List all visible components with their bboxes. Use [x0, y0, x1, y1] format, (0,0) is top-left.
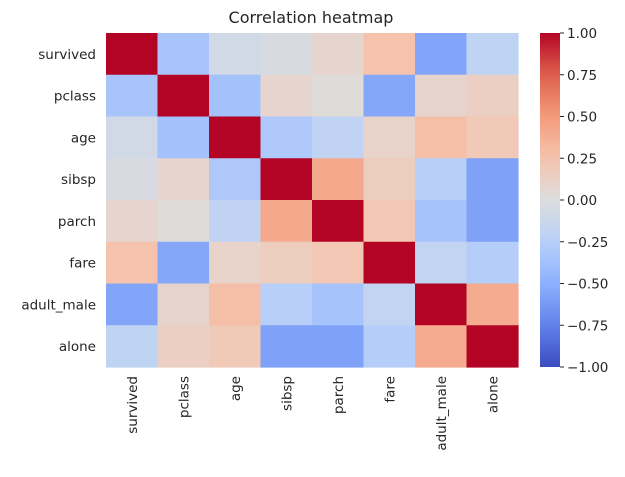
- heatmap-cell-age-alone: [466, 116, 519, 159]
- heatmap-cell-age-age: [209, 116, 262, 159]
- row-label-pclass: pclass: [54, 89, 96, 105]
- column-label-survived: survived: [125, 376, 141, 434]
- colorbar-tick-label: 0.75: [567, 68, 597, 84]
- heatmap-cell-survived-sibsp: [260, 33, 313, 76]
- heatmap-cell-parch-parch: [312, 200, 365, 243]
- chart-title: Correlation heatmap: [229, 8, 394, 27]
- row-label-fare: fare: [69, 256, 96, 272]
- heatmap-cell-parch-age: [209, 200, 262, 243]
- heatmap-cell-alone-adult_male: [415, 325, 468, 368]
- heatmap-cell-age-pclass: [157, 116, 210, 159]
- heatmap-cell-sibsp-age: [209, 158, 262, 201]
- heatmap-cell-sibsp-alone: [466, 158, 519, 201]
- colorbar-tick-label: −0.25: [567, 235, 608, 251]
- row-label-age: age: [71, 130, 96, 146]
- heatmap-cell-pclass-sibsp: [260, 74, 313, 118]
- heatmap-cell-sibsp-parch: [312, 158, 365, 201]
- colorbar-tick-label: 1.00: [567, 26, 597, 42]
- heatmap-cell-age-survived: [106, 116, 159, 159]
- heatmap-cell-adult_male-age: [209, 283, 262, 326]
- row-label-adult_male: adult_male: [21, 297, 96, 313]
- row-label-sibsp: sibsp: [61, 172, 96, 188]
- heatmap-cell-survived-alone: [466, 33, 519, 76]
- column-label-alone: alone: [485, 376, 501, 413]
- heatmap-cell-parch-pclass: [157, 200, 210, 243]
- column-label-sibsp: sibsp: [279, 376, 295, 411]
- column-labels: survived pclass age sibsp parch fare adult_mal…: [125, 376, 502, 451]
- column-label-pclass: pclass: [176, 376, 192, 418]
- colorbar-tick-label: 0.25: [567, 151, 597, 167]
- heatmap-cell-age-parch: [312, 116, 365, 159]
- heatmap-cell-pclass-pclass: [157, 74, 210, 118]
- heatmap-cell-adult_male-alone: [466, 283, 519, 326]
- heatmap-cell-adult_male-fare: [363, 283, 416, 326]
- colorbar-tick-label: 0.50: [567, 110, 597, 126]
- heatmap-cell-fare-survived: [106, 241, 159, 285]
- heatmap-cell-pclass-alone: [466, 74, 519, 118]
- heatmap-cell-fare-age: [209, 241, 262, 285]
- colorbar-tick-label: −0.50: [567, 277, 608, 293]
- heatmap-cell-pclass-parch: [312, 74, 365, 118]
- colorbar: [540, 33, 560, 367]
- heatmap-cell-survived-survived: [106, 33, 159, 76]
- row-label-parch: parch: [58, 214, 96, 230]
- heatmap-cell-survived-fare: [363, 33, 416, 76]
- heatmap-cell-fare-pclass: [157, 241, 210, 285]
- heatmap-cell-survived-age: [209, 33, 262, 76]
- heatmap-cell-fare-sibsp: [260, 241, 313, 285]
- heatmap-cell-alone-age: [209, 325, 262, 368]
- heatmap-cell-parch-survived: [106, 200, 159, 243]
- heatmap-cell-adult_male-pclass: [157, 283, 210, 326]
- heatmap-cell-fare-adult_male: [415, 241, 468, 285]
- column-label-adult_male: adult_male: [434, 376, 450, 451]
- column-label-fare: fare: [382, 376, 398, 403]
- colorbar-ticks: 1.00 0.75 0.50 0.25 0.00 −0.25 −0.50 −0.75 −1.00: [560, 26, 608, 376]
- heatmap-cell-pclass-adult_male: [415, 74, 468, 118]
- colorbar-tick-label: −0.75: [567, 318, 608, 334]
- heatmap-cell-pclass-age: [209, 74, 262, 118]
- heatmap-cell-sibsp-pclass: [157, 158, 210, 201]
- heatmap-cell-age-adult_male: [415, 116, 468, 159]
- row-label-survived: survived: [38, 47, 96, 63]
- heatmap-cell-age-sibsp: [260, 116, 313, 159]
- heatmap-cell-alone-fare: [363, 325, 416, 368]
- colorbar-tick-label: 0.00: [567, 193, 597, 209]
- column-label-age: age: [228, 376, 244, 401]
- heatmap-cell-adult_male-sibsp: [260, 283, 313, 326]
- heatmap-cell-adult_male-parch: [312, 283, 365, 326]
- heatmap-cell-pclass-survived: [106, 74, 159, 118]
- heatmap-cell-sibsp-adult_male: [415, 158, 468, 201]
- heatmap-cell-parch-fare: [363, 200, 416, 243]
- heatmap-cell-adult_male-survived: [106, 283, 159, 326]
- heatmap-cell-alone-sibsp: [260, 325, 313, 368]
- heatmap-cell-pclass-fare: [363, 74, 416, 118]
- row-label-alone: alone: [59, 339, 96, 355]
- heatmap-cell-age-fare: [363, 116, 416, 159]
- heatmap-cell-fare-parch: [312, 241, 365, 285]
- heatmap-cell-survived-parch: [312, 33, 365, 76]
- heatmap-cell-survived-pclass: [157, 33, 210, 76]
- column-label-parch: parch: [331, 376, 347, 414]
- heatmap-cell-parch-adult_male: [415, 200, 468, 243]
- heatmap-cell-parch-sibsp: [260, 200, 313, 243]
- heatmap-cell-adult_male-adult_male: [415, 283, 468, 326]
- heatmap-cell-alone-pclass: [157, 325, 210, 368]
- row-labels: survived pclass age sibsp parch fare adult_mal…: [21, 47, 96, 355]
- heatmap-cell-parch-alone: [466, 200, 519, 243]
- heatmap-cell-sibsp-sibsp: [260, 158, 313, 201]
- heatmap-cell-fare-alone: [466, 241, 519, 285]
- heatmap-cell-sibsp-survived: [106, 158, 159, 201]
- colorbar-tick-label: −1.00: [567, 360, 608, 376]
- heatmap-cell-sibsp-fare: [363, 158, 416, 201]
- heatmap-cell-fare-fare: [363, 241, 416, 285]
- heatmap-cells: [106, 33, 519, 368]
- heatmap-cell-survived-adult_male: [415, 33, 468, 76]
- heatmap-cell-alone-parch: [312, 325, 365, 368]
- heatmap-cell-alone-alone: [466, 325, 519, 368]
- heatmap-cell-alone-survived: [106, 325, 159, 368]
